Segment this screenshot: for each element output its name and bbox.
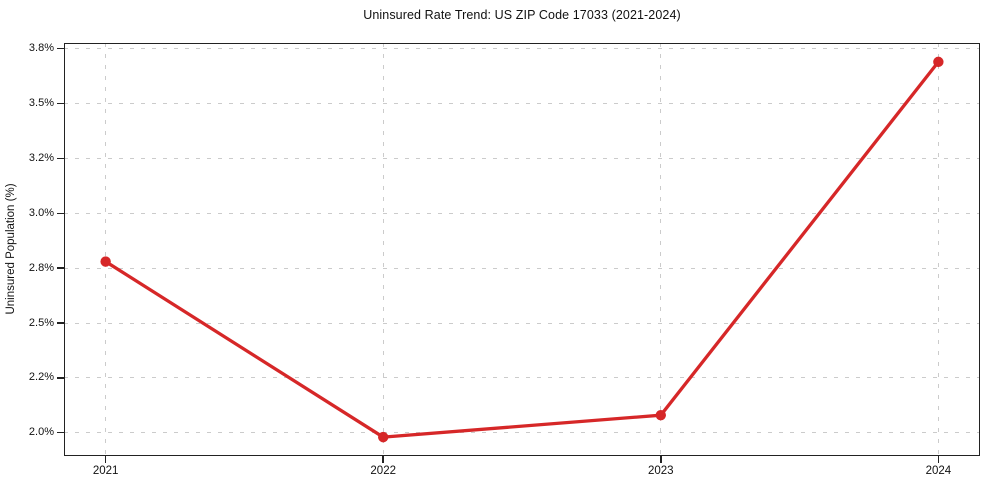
y-tick-label: 2.0% bbox=[28, 426, 54, 439]
data-point-marker bbox=[933, 56, 944, 68]
y-tick-label: 2.2% bbox=[28, 371, 54, 384]
y-axis-label: Uninsured Population (%) bbox=[5, 183, 17, 315]
trend-line bbox=[104, 60, 940, 439]
v-gridline bbox=[382, 43, 384, 456]
v-gridline bbox=[105, 43, 107, 456]
x-tick-mark bbox=[382, 456, 384, 463]
x-tick-label: 2024 bbox=[925, 465, 952, 477]
y-tick-mark bbox=[57, 267, 64, 269]
h-gridline bbox=[64, 377, 980, 379]
h-gridline bbox=[64, 48, 980, 50]
h-gridline bbox=[64, 432, 980, 434]
y-tick-mark bbox=[57, 157, 64, 160]
y-tick-mark bbox=[57, 377, 64, 379]
y-tick-mark bbox=[57, 322, 64, 324]
x-tick-label: 2022 bbox=[370, 465, 396, 477]
y-tick-label: 2.8% bbox=[28, 261, 54, 274]
v-gridline bbox=[660, 43, 662, 456]
v-gridline bbox=[937, 43, 939, 456]
plot-area bbox=[64, 43, 980, 456]
data-point-marker bbox=[100, 256, 111, 267]
y-tick-mark bbox=[57, 47, 64, 50]
y-tick-label: 2.5% bbox=[28, 316, 54, 329]
y-tick-label: 3.0% bbox=[28, 206, 54, 219]
trend-line-chart bbox=[100, 56, 944, 443]
h-gridline bbox=[64, 103, 980, 105]
x-tick-label: 2021 bbox=[92, 465, 119, 477]
x-tick-label: 2023 bbox=[647, 465, 674, 477]
h-gridline bbox=[64, 212, 980, 214]
y-tick-label: 3.8% bbox=[28, 42, 54, 55]
chart-title: Uninsured Rate Trend: US ZIP Code 17033 … bbox=[363, 8, 681, 22]
y-tick-mark bbox=[57, 212, 64, 215]
y-tick-mark bbox=[57, 431, 64, 434]
h-gridline bbox=[64, 157, 980, 159]
x-tick-mark bbox=[104, 456, 107, 463]
y-tick-label: 3.5% bbox=[28, 97, 54, 110]
y-tick-mark bbox=[57, 102, 64, 105]
h-gridline bbox=[64, 267, 980, 269]
x-tick-mark bbox=[937, 456, 940, 463]
data-point-marker bbox=[378, 431, 389, 443]
x-tick-mark bbox=[660, 456, 662, 463]
y-tick-label: 3.2% bbox=[28, 151, 54, 164]
h-gridline bbox=[64, 322, 980, 324]
data-point-marker bbox=[655, 409, 666, 421]
